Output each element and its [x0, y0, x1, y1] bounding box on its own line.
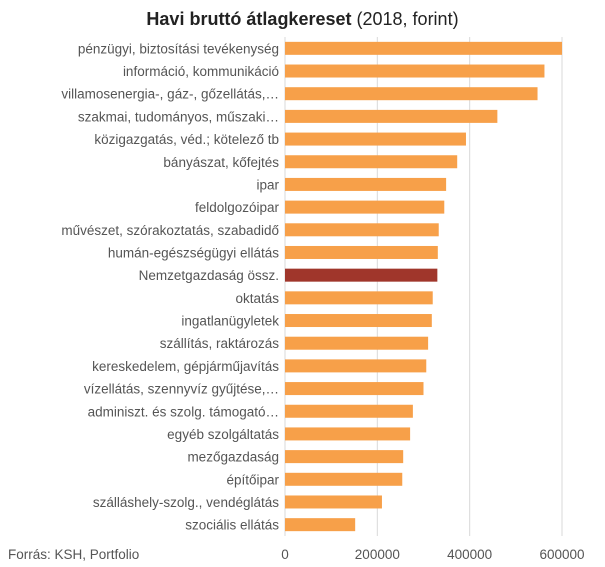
bar-12 — [285, 314, 432, 328]
source-note: Forrás: KSH, Portfolio — [8, 547, 140, 562]
category-label: szakmai, tudományos, műszaki… — [78, 109, 279, 124]
category-label: vízellátás, szennyvíz gyűjtése,… — [84, 382, 279, 397]
chart-title-main: Havi bruttó átlagkereset — [146, 9, 352, 29]
bar-3 — [285, 109, 498, 123]
bar-17 — [285, 427, 411, 441]
bar-18 — [285, 450, 404, 464]
x-tick-label: 600000 — [539, 547, 584, 562]
bar-15 — [285, 382, 424, 396]
category-label: villamosenergia-, gáz-, gőzellátás,… — [61, 87, 279, 102]
bar-20 — [285, 495, 382, 509]
bar-4 — [285, 132, 466, 146]
category-label: pénzügyi, biztosítási tevékenység — [78, 41, 279, 56]
bar-5 — [285, 155, 458, 169]
bar-14 — [285, 359, 427, 373]
bar-13 — [285, 336, 429, 350]
category-label: szállítás, raktározás — [160, 336, 280, 351]
category-label: bányászat, kőfejtés — [163, 155, 279, 170]
category-label: adminiszt. és szolg. támogató… — [88, 404, 279, 419]
category-label: kereskedelem, gépjárműjavítás — [92, 359, 279, 374]
category-label: információ, kommunikáció — [123, 64, 279, 79]
category-label: szociális ellátás — [185, 518, 279, 533]
bar-10 — [285, 268, 438, 282]
x-tick-label: 200000 — [355, 547, 400, 562]
bar-16 — [285, 404, 413, 418]
bar-9 — [285, 245, 438, 259]
category-label: közigazgatás, véd.; kötelező tb — [94, 132, 279, 147]
bar-11 — [285, 291, 433, 305]
category-label: egyéb szolgáltatás — [167, 427, 279, 442]
category-label: humán-egészségügyi ellátás — [108, 245, 279, 260]
bar-0 — [285, 41, 562, 55]
chart-subtitle: (2018, forint) — [356, 9, 459, 29]
category-label: építőipar — [226, 472, 279, 487]
category-label: Nemzetgazdaság össz. — [139, 268, 279, 283]
bar-21 — [285, 518, 356, 532]
bar-7 — [285, 200, 445, 214]
chart-title: Havi bruttó átlagkereset (2018, forint) — [0, 9, 605, 30]
x-tick-label: 0 — [281, 547, 289, 562]
bar-8 — [285, 223, 439, 237]
category-label: művészet, szórakoztatás, szabadidő — [61, 223, 279, 238]
category-label: mezőgazdaság — [187, 450, 279, 465]
category-label: feldolgozóipar — [195, 200, 280, 215]
bar-6 — [285, 177, 447, 191]
category-label: ingatlanügyletek — [181, 314, 279, 329]
category-label: oktatás — [235, 291, 279, 306]
category-label: szálláshely-szolg., vendéglátás — [93, 495, 279, 510]
bar-2 — [285, 87, 538, 101]
bar-19 — [285, 472, 403, 486]
category-label: ipar — [256, 177, 279, 192]
x-tick-label: 400000 — [447, 547, 492, 562]
bar-1 — [285, 64, 545, 78]
